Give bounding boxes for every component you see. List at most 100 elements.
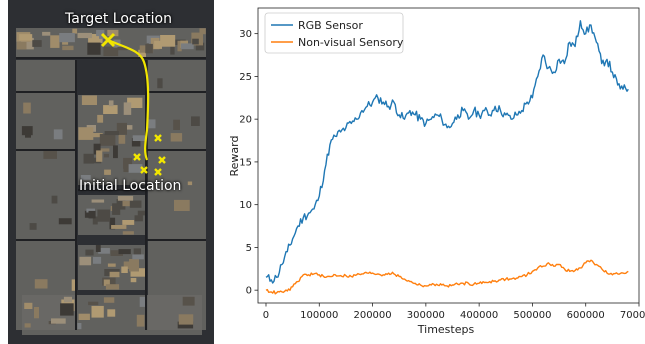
map-furniture (62, 45, 74, 51)
x-tick-label: 500000 (513, 310, 551, 321)
initial-location-marker (154, 134, 162, 142)
map-furniture (21, 126, 33, 136)
map-furniture (157, 78, 163, 89)
map-furniture (122, 231, 134, 235)
map-furniture (174, 199, 190, 211)
map-furniture (63, 296, 72, 303)
map-furniture (51, 318, 66, 324)
map-furniture (191, 116, 200, 126)
map-furniture (116, 199, 126, 210)
map-furniture (123, 157, 133, 169)
map-furniture (103, 153, 109, 158)
map-furniture (109, 217, 116, 230)
legend-label: RGB Sensor (298, 19, 363, 32)
map-furniture (88, 301, 99, 306)
map-furniture (130, 278, 137, 283)
map-furniture (148, 119, 156, 129)
y-tick-label: 10 (239, 200, 252, 211)
initial-location-marker (158, 156, 166, 164)
map-furniture (34, 307, 39, 319)
map-furniture (104, 169, 111, 175)
map-furniture (129, 259, 139, 272)
map-furniture (51, 195, 58, 204)
map-furniture (132, 254, 144, 260)
map-furniture (113, 145, 118, 159)
map-furniture (160, 35, 176, 47)
x-tick-label: 300000 (407, 310, 445, 321)
map-furniture (132, 135, 146, 141)
y-axis-title: Reward (228, 136, 241, 177)
map-furniture (170, 133, 183, 142)
floorplan-image (16, 28, 206, 335)
map-furniture (170, 46, 175, 55)
map-furniture (21, 37, 34, 50)
y-tick-label: 0 (246, 286, 252, 297)
trajectory-path (107, 38, 150, 161)
map-furniture (78, 127, 94, 140)
map-furniture (110, 250, 123, 256)
map-furniture (60, 303, 74, 316)
map-furniture (34, 279, 48, 289)
map-furniture (94, 148, 110, 152)
map-furniture (154, 40, 162, 49)
map-furniture (23, 102, 31, 114)
map-furniture (81, 95, 97, 105)
map-furniture (128, 164, 143, 173)
map-furniture (95, 245, 101, 252)
map-furniture (117, 195, 134, 201)
initial-location-marker (140, 166, 148, 174)
map-furniture (105, 284, 120, 290)
map-furniture (192, 38, 199, 45)
y-tick-label: 30 (239, 29, 252, 40)
x-tick-label: 200000 (353, 310, 391, 321)
map-furniture (139, 296, 146, 307)
map-furniture (80, 175, 91, 180)
initial-location-marker (154, 168, 162, 176)
x-tick-label: 700000 (620, 310, 645, 321)
map-furniture (92, 133, 103, 138)
map-furniture (145, 43, 153, 54)
map-furniture (96, 29, 105, 39)
map-furniture (103, 105, 118, 114)
map-room-1 (16, 60, 76, 330)
map-furniture (136, 314, 145, 327)
map-furniture (103, 46, 119, 57)
map-furniture (122, 200, 137, 207)
map-furniture (112, 203, 121, 215)
map-furniture (32, 40, 42, 47)
map-furniture (59, 33, 75, 43)
map-furniture (86, 208, 95, 213)
map-furniture (72, 28, 78, 34)
map-furniture (137, 210, 146, 216)
map-furniture (77, 32, 92, 39)
map-furniture (50, 35, 60, 48)
initial-location-marker (133, 153, 141, 161)
map-furniture (84, 210, 90, 218)
map-furniture (118, 134, 126, 144)
y-tick-label: 5 (246, 243, 252, 254)
map-furniture (19, 34, 33, 41)
map-furniture (78, 313, 90, 320)
map-furniture (122, 220, 135, 225)
map-furniture (71, 279, 76, 291)
map-furniture (138, 49, 146, 58)
map-furniture (87, 42, 101, 55)
legend-label: Non-visual Sensory (298, 36, 404, 49)
map-furniture (97, 114, 104, 123)
map-furniture (91, 199, 105, 203)
initial-location-label: Initial Location (79, 178, 182, 194)
map-furniture (129, 200, 142, 208)
floorplan-map: Target Location Initial Location (8, 0, 214, 344)
map-furniture (107, 263, 116, 267)
y-tick-label: 20 (239, 115, 252, 126)
map-furniture (29, 223, 37, 230)
map-furniture (108, 100, 114, 107)
map-furniture (92, 216, 98, 225)
map-furniture (127, 97, 143, 108)
map-furniture (118, 249, 131, 255)
y-tick-label: 15 (239, 157, 252, 168)
map-furniture (98, 248, 110, 254)
map-furniture (91, 36, 99, 41)
reward-chart: 0 5 10 15 20 25 30 0 100000 200000 300000 400000 50… (222, 0, 645, 344)
map-furniture (177, 321, 194, 329)
